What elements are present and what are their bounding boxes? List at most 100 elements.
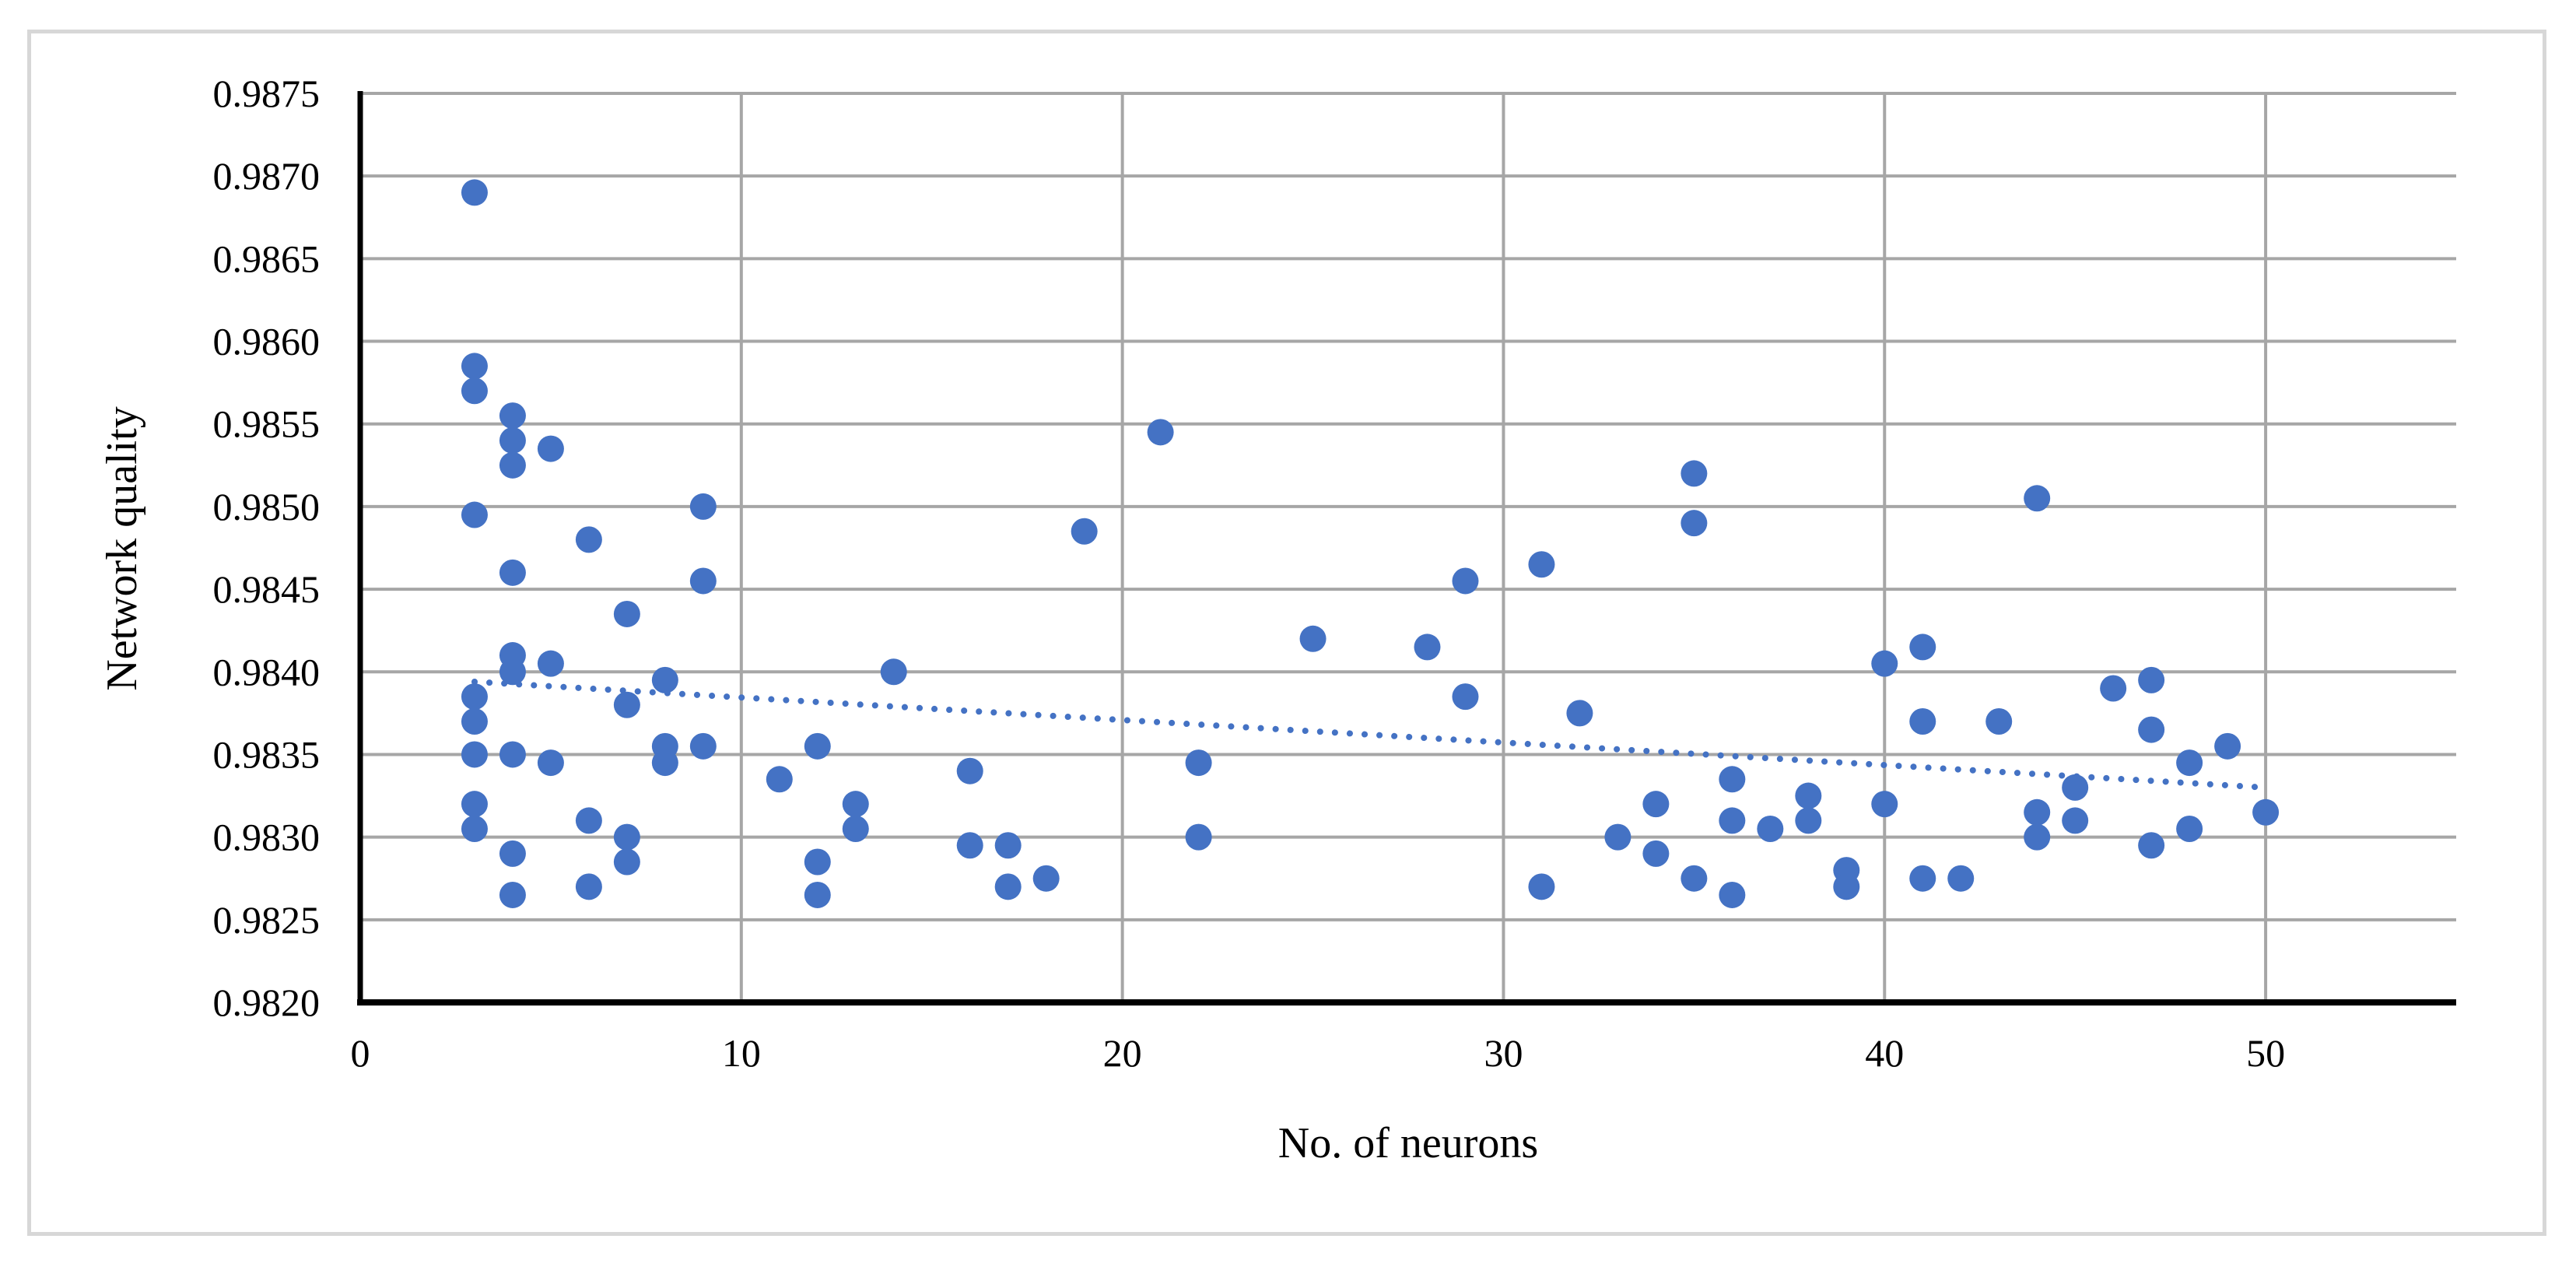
data-point <box>461 816 488 843</box>
y-tick-label: 0.9875 <box>213 72 321 115</box>
data-point <box>1604 823 1631 851</box>
data-point <box>537 749 564 777</box>
data-point <box>2252 798 2280 826</box>
data-point <box>2024 485 2051 512</box>
data-point <box>1681 460 1708 487</box>
data-point <box>613 691 640 718</box>
data-point <box>1642 791 1670 818</box>
data-point <box>499 881 526 908</box>
data-point <box>651 749 678 777</box>
data-point <box>461 741 488 768</box>
data-point <box>1795 807 1822 834</box>
data-point <box>2024 823 2051 851</box>
data-point <box>461 353 488 380</box>
data-point <box>461 683 488 711</box>
data-point <box>2214 732 2241 760</box>
trendline-group <box>471 679 2269 791</box>
data-point <box>842 816 869 843</box>
data-point <box>1566 700 1593 727</box>
data-point <box>1528 551 1555 578</box>
data-point <box>1299 625 1327 652</box>
data-point <box>2138 832 2165 859</box>
data-point <box>461 707 488 735</box>
x-tick-label: 30 <box>1484 1031 1523 1075</box>
data-point <box>804 732 831 760</box>
data-point <box>956 757 983 784</box>
data-points <box>461 179 2280 908</box>
data-point <box>1795 782 1822 809</box>
data-point <box>842 791 869 818</box>
y-tick-label: 0.9870 <box>213 154 321 198</box>
data-point <box>1681 510 1708 537</box>
data-point <box>2062 774 2089 801</box>
x-tick-label: 0 <box>351 1031 370 1075</box>
data-point <box>461 179 488 206</box>
data-point <box>766 766 793 793</box>
data-point <box>804 848 831 876</box>
data-point <box>880 658 907 686</box>
data-point <box>1414 634 1441 661</box>
y-tick-label: 0.9840 <box>213 650 321 693</box>
data-point <box>1719 766 1746 793</box>
data-point <box>1452 683 1479 711</box>
data-point <box>2100 675 2127 702</box>
axes <box>357 91 2456 1006</box>
data-point <box>613 848 640 876</box>
y-axis-title: Network quality <box>98 406 146 690</box>
data-point <box>2024 798 2051 826</box>
data-point <box>1909 707 1936 735</box>
x-tick-label: 40 <box>1865 1031 1904 1075</box>
data-point <box>461 791 488 818</box>
y-tick-label: 0.9825 <box>213 898 321 942</box>
data-point <box>2176 816 2203 843</box>
data-point <box>2138 716 2165 743</box>
data-point <box>1719 807 1746 834</box>
data-point <box>1452 567 1479 595</box>
data-point <box>2176 749 2203 777</box>
gridlines <box>360 92 2456 1002</box>
data-point <box>994 873 1022 900</box>
data-point <box>1985 707 2013 735</box>
data-point <box>994 832 1022 859</box>
data-point <box>1071 518 1098 545</box>
data-point <box>1947 865 1975 892</box>
data-point <box>575 807 602 834</box>
data-point <box>1719 881 1746 908</box>
data-point <box>1185 749 1212 777</box>
y-tick-label: 0.9860 <box>213 320 321 363</box>
y-tick-label: 0.9850 <box>213 485 321 528</box>
data-point <box>575 526 602 553</box>
data-point <box>1909 634 1936 661</box>
data-point <box>1147 419 1174 446</box>
data-point <box>537 650 564 677</box>
data-point <box>689 732 717 760</box>
data-point <box>613 600 640 627</box>
data-point <box>1681 865 1708 892</box>
trendline <box>471 679 2269 791</box>
y-tick-label: 0.9830 <box>213 816 321 859</box>
data-point <box>1833 873 1860 900</box>
y-tick-label: 0.9820 <box>213 981 321 1024</box>
x-tick-label: 50 <box>2246 1031 2285 1075</box>
data-point <box>1909 865 1936 892</box>
data-point <box>956 832 983 859</box>
data-point <box>499 451 526 479</box>
y-tick-label: 0.9845 <box>213 567 321 611</box>
data-point <box>689 567 717 595</box>
x-axis-title: No. of neurons <box>1278 1119 1538 1167</box>
data-point <box>2062 807 2089 834</box>
data-point <box>1871 650 1898 677</box>
data-point <box>1642 840 1670 867</box>
data-point <box>1871 791 1898 818</box>
data-point <box>1757 816 1784 843</box>
data-point <box>651 666 678 693</box>
tick-labels: 0.9875 0.9870 0.9865 0.9860 0.9855 0.9850 0.98… <box>213 72 2286 1075</box>
data-point <box>499 559 526 586</box>
y-tick-label: 0.9835 <box>213 732 321 776</box>
data-point <box>2138 666 2165 693</box>
chart-frame <box>27 30 2546 1236</box>
data-point <box>461 377 488 405</box>
data-point <box>689 493 717 520</box>
